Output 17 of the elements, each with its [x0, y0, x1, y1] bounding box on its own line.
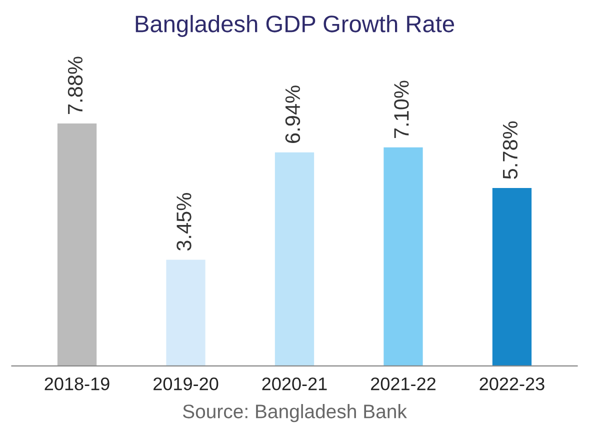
bar — [166, 260, 206, 366]
x-tick-label: 2018-19 — [44, 377, 110, 390]
chart-title: Bangladesh GDP Growth Rate — [136, 14, 454, 37]
x-tick-label: 2020-21 — [262, 377, 327, 390]
bar — [384, 147, 423, 366]
x-tick-label: 2022-23 — [480, 377, 544, 390]
bar — [57, 123, 97, 366]
data-label: 7.88% — [68, 56, 83, 114]
data-label: 5.78% — [502, 121, 518, 179]
x-tick-label: 2021-22 — [371, 377, 436, 390]
x-tick-label: 2019-20 — [154, 377, 218, 390]
source-note: Source: Bangladesh Bank — [182, 404, 407, 422]
bar — [492, 188, 532, 366]
data-label: 3.45% — [176, 193, 192, 251]
bar — [274, 152, 314, 366]
data-label: 6.94% — [285, 86, 300, 143]
data-label: 7.10% — [394, 80, 409, 138]
